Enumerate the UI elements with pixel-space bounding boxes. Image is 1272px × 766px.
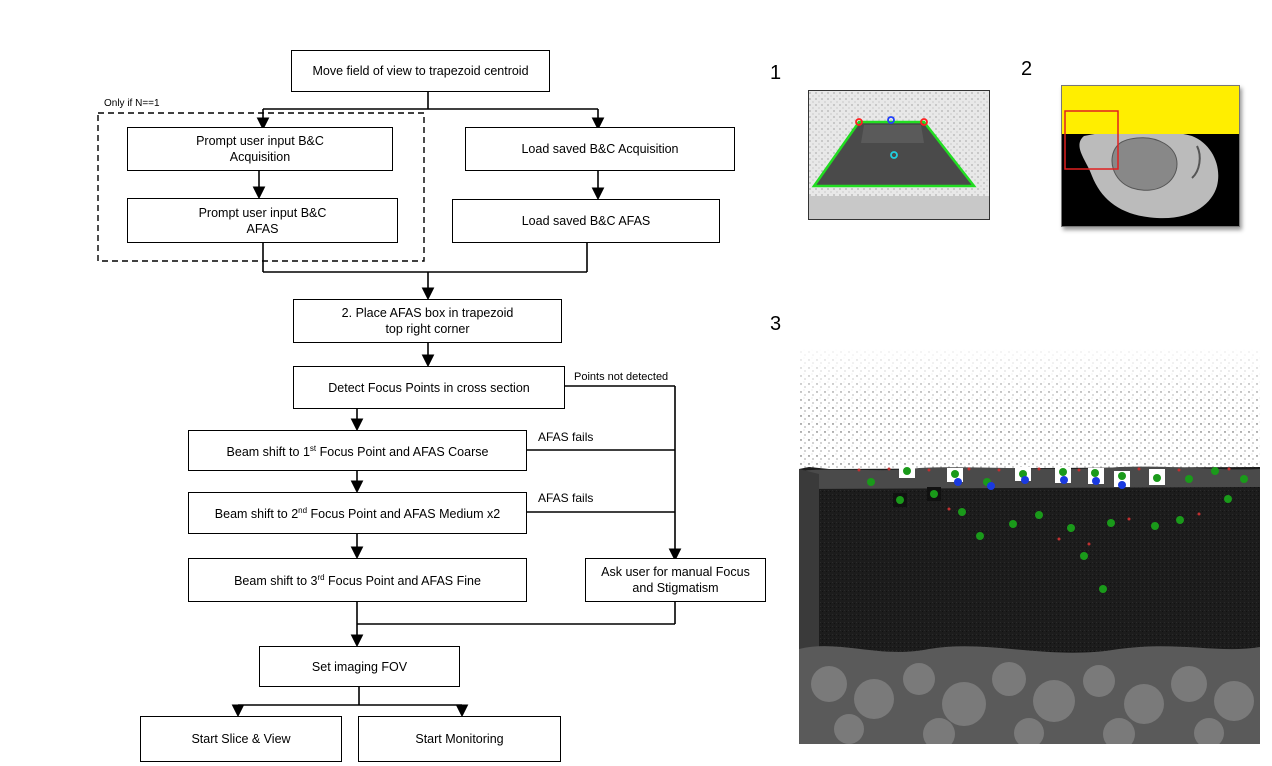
afas-fails-label-2: AFAS fails — [538, 491, 594, 505]
only-if-label: Only if N==1 — [104, 98, 160, 109]
roi-red-box — [1064, 110, 1119, 170]
trapezoid-outline — [811, 120, 977, 188]
panel-3-number: 3 — [770, 313, 782, 335]
beam-shift-3-text: Beam shift to 3rd Focus Point and AFAS F… — [234, 573, 481, 589]
beam-shift-3-box: Beam shift to 3rd Focus Point and AFAS F… — [188, 558, 527, 602]
prompt-afas-box: Prompt user input B&C AFAS — [127, 198, 398, 243]
start-slice-view-box: Start Slice & View — [140, 716, 342, 762]
start-slice-view-text: Start Slice & View — [191, 732, 291, 746]
trapezoid-figure — [809, 91, 989, 219]
panel-3-cross-section-image — [799, 349, 1260, 744]
beam-shift-2-box: Beam shift to 2nd Focus Point and AFAS M… — [188, 492, 527, 534]
beam-shift-1-box: Beam shift to 1st Focus Point and AFAS C… — [188, 430, 527, 471]
move-fov-box: Move field of view to trapezoid centroid — [291, 50, 550, 92]
manual-focus-box: Ask user for manual Focus and Stigmatism — [585, 558, 766, 602]
start-monitoring-box: Start Monitoring — [358, 716, 561, 762]
start-monitoring-text: Start Monitoring — [415, 732, 504, 746]
load-acquisition-text: Load saved B&C Acquisition — [521, 142, 679, 156]
manual-focus-line1: Ask user for manual Focus — [601, 565, 750, 579]
detect-focus-box: Detect Focus Points in cross section — [293, 366, 565, 409]
set-imaging-fov-text: Set imaging FOV — [311, 659, 408, 674]
beam-shift-1-text: Beam shift to 1st Focus Point and AFAS C… — [226, 443, 489, 460]
panel-2-mask-image — [1061, 85, 1240, 227]
place-afas-line1: 2. Place AFAS box in trapezoid — [341, 306, 514, 320]
prompt-afas-line1: Prompt user input B&C — [198, 205, 327, 220]
mask-yellow-band — [1062, 86, 1239, 134]
beam-shift-2-text: Beam shift to 2nd Focus Point and AFAS M… — [214, 506, 501, 522]
prompt-afas-line2: AFAS — [246, 221, 279, 236]
corner-marker-right — [920, 118, 928, 126]
place-afas-line2: top right corner — [385, 322, 470, 336]
afas-fails-label-1: AFAS fails — [538, 430, 594, 444]
center-marker — [887, 116, 895, 124]
detect-focus-text: Detect Focus Points in cross section — [328, 380, 530, 395]
prompt-acquisition-line1: Prompt user input B&C — [196, 134, 324, 148]
load-afas-box: Load saved B&C AFAS — [452, 199, 720, 243]
load-acquisition-box: Load saved B&C Acquisition — [465, 127, 735, 171]
prompt-acquisition-box: Prompt user input B&C Acquisition — [127, 127, 393, 171]
focus-point-markers — [867, 466, 1248, 593]
corner-marker-left — [855, 118, 863, 126]
manual-focus-line2: and Stigmatism — [632, 581, 719, 595]
load-afas-text: Load saved B&C AFAS — [521, 214, 651, 228]
centroid-marker — [890, 151, 898, 159]
place-afas-box: 2. Place AFAS box in trapezoid top right… — [293, 299, 562, 343]
prompt-acquisition-line2: Acquisition — [229, 150, 291, 164]
panel-1-trapezoid-image — [808, 90, 990, 220]
set-imaging-fov-box: Set imaging FOV — [259, 646, 460, 687]
panel-2-number: 2 — [1021, 58, 1033, 80]
mask-figure — [1062, 86, 1239, 226]
cross-section-figure — [799, 349, 1260, 744]
points-not-detected-label: Points not detected — [574, 371, 669, 383]
optional-region-dashed — [97, 112, 425, 262]
panel-1-number: 1 — [770, 62, 782, 84]
move-fov-text: Move field of view to trapezoid centroid — [312, 64, 529, 78]
